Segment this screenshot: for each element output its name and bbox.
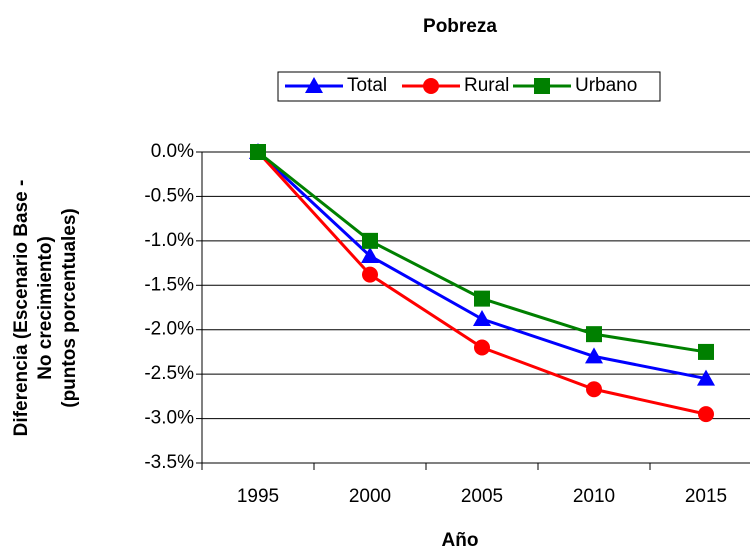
marker: [534, 78, 550, 94]
y-tick-label: -3.5%: [144, 452, 194, 473]
marker: [250, 144, 266, 160]
x-tick-label: 2010: [573, 486, 615, 507]
marker: [698, 406, 714, 423]
y-axis-label-line: Diferencia (Escenario Base -: [11, 180, 32, 437]
chart-title: Pobreza: [423, 16, 497, 37]
series-line: [256, 150, 707, 416]
y-tick-label: -2.5%: [144, 363, 194, 384]
y-tick-label: -1.5%: [144, 274, 194, 295]
marker: [586, 381, 602, 398]
marker: [362, 232, 378, 249]
y-axis-label: Diferencia (Escenario Base - No crecimie…: [11, 180, 80, 437]
marker: [474, 339, 490, 356]
y-tick-label: -1.0%: [144, 230, 194, 251]
marker: [305, 77, 323, 93]
legend-label: Rural: [464, 75, 509, 96]
y-axis-label-line: No crecimiento): [35, 236, 56, 380]
legend-label: Urbano: [575, 75, 637, 96]
x-tick-label: 1995: [237, 486, 279, 507]
y-tick-label: 0.0%: [151, 141, 194, 162]
marker: [586, 326, 602, 343]
x-tick-label: 2000: [349, 486, 391, 507]
y-tick-label: -3.0%: [144, 408, 194, 429]
legend-label: Total: [347, 75, 387, 96]
marker: [473, 310, 491, 327]
marker: [474, 290, 490, 307]
y-tick-label: -2.0%: [144, 319, 194, 340]
marker: [585, 347, 603, 364]
marker: [697, 369, 715, 386]
marker: [362, 266, 378, 283]
marker: [361, 246, 379, 263]
y-tick-label: -0.5%: [144, 185, 194, 206]
marker: [423, 78, 439, 94]
y-axis-label-line: (puntos porcentuales): [59, 208, 80, 408]
x-tick-label: 2005: [461, 486, 503, 507]
x-axis-label: Año: [442, 530, 479, 551]
marker: [698, 343, 714, 360]
x-tick-label: 2015: [685, 486, 727, 507]
